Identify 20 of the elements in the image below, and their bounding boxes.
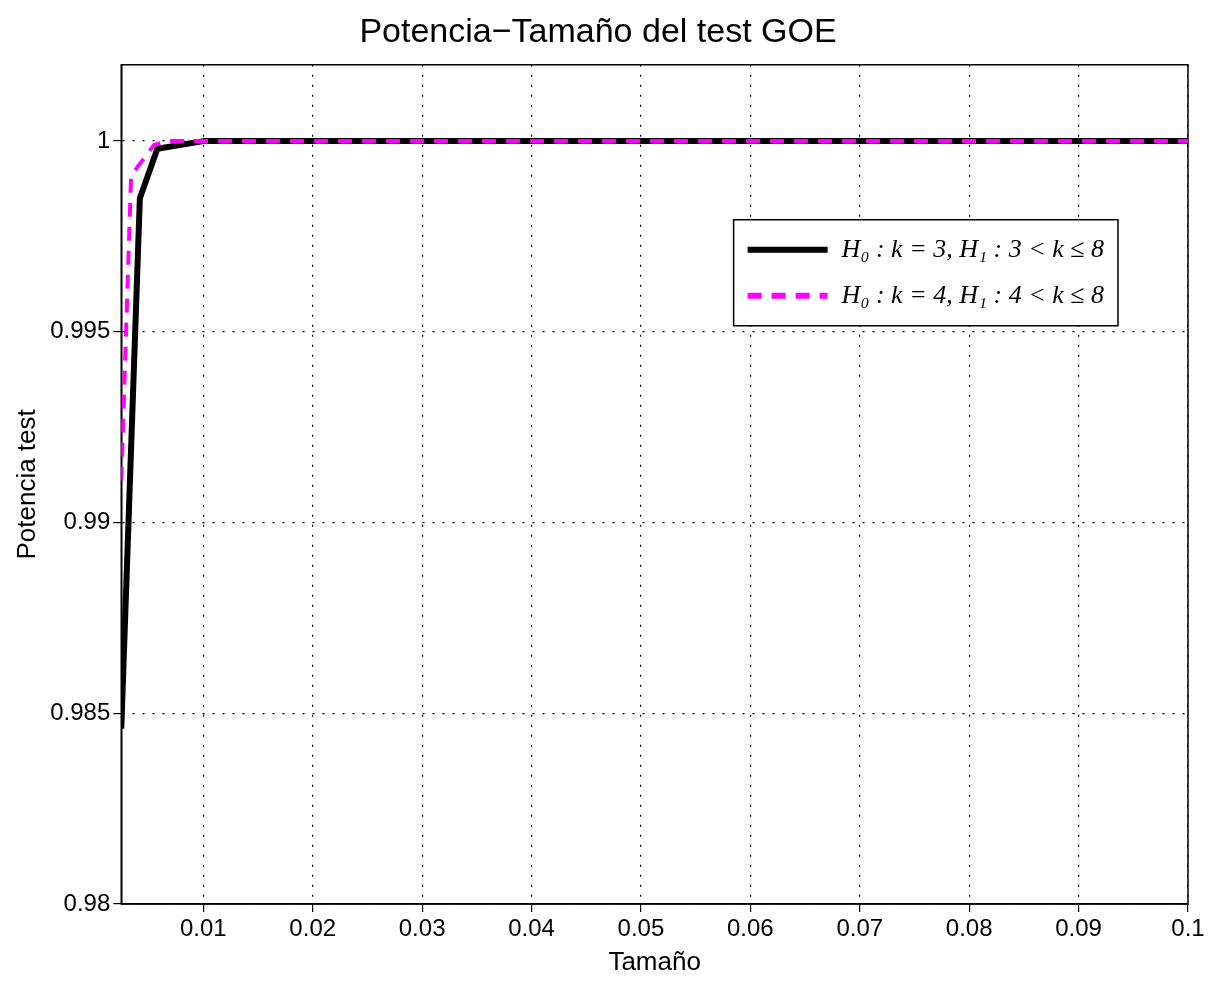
x-tick-label: 0.02	[289, 914, 337, 942]
y-tick-label: 0.995	[50, 316, 111, 344]
x-tick-label: 0.07	[836, 914, 884, 942]
y-tick-label: 0.985	[50, 697, 111, 725]
y-tick-label: 0.99	[63, 507, 111, 535]
y-axis-title: Potencia test	[10, 408, 41, 560]
x-tick-label: 0.01	[179, 914, 227, 942]
y-tick-label: 0.98	[63, 888, 111, 916]
y-tick-label: 1	[96, 125, 111, 153]
legend-label: H₀ : k = 3, H₁ : 3 < k ≤ 8	[840, 233, 1104, 263]
x-tick-label: 0.05	[617, 914, 665, 942]
x-tick-label: 0.03	[398, 914, 446, 942]
legend-label: H₀ : k = 4, H₁ : 4 < k ≤ 8	[840, 279, 1104, 309]
x-tick-label: 0.06	[727, 914, 774, 942]
x-tick-label: 0.08	[945, 914, 993, 942]
x-tick-label: 0.04	[508, 914, 555, 942]
chart-title: Potencia−Tamaño del test GOE	[359, 10, 837, 49]
x-tick-label: 0.1	[1171, 914, 1205, 942]
x-axis-title: Tamaño	[608, 945, 701, 976]
x-tick-label: 0.09	[1055, 914, 1102, 942]
